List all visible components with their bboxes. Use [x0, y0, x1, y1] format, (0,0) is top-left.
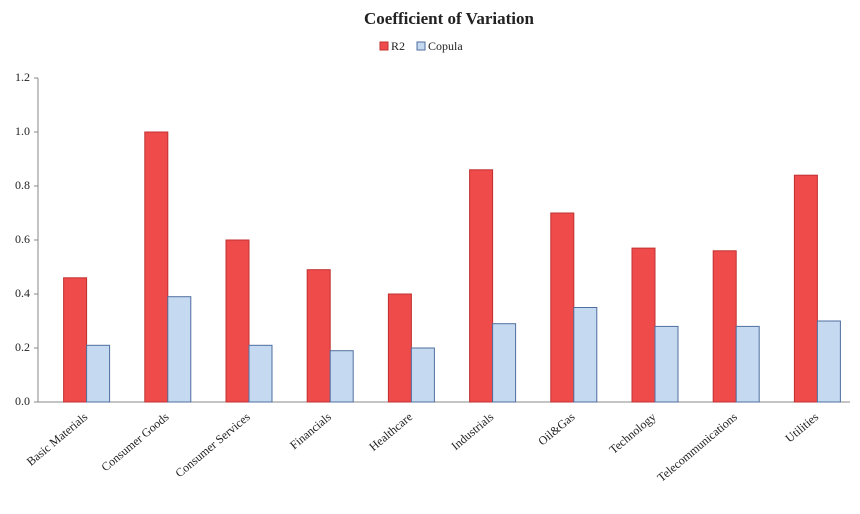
bar: [712, 250, 737, 403]
chart-title: Coefficient of Variation: [364, 9, 535, 28]
bar: [225, 239, 250, 403]
legend-label: R2: [391, 39, 405, 53]
x-tick-label: Technology: [606, 410, 658, 457]
bar: [550, 212, 575, 403]
bar: [86, 344, 111, 403]
bar: [573, 307, 598, 403]
bar: [387, 293, 412, 403]
bar: [492, 323, 517, 403]
y-tick-label: 1.0: [15, 124, 30, 138]
bar: [63, 277, 88, 403]
bar: [144, 131, 169, 403]
bar: [306, 269, 331, 403]
x-tick-label: Consumer Services: [172, 409, 252, 480]
bar: [469, 169, 494, 403]
bar: [167, 296, 192, 403]
x-tick-label: Telecommunications: [654, 409, 740, 484]
x-tick-label: Utilities: [782, 409, 821, 445]
x-tick-label: Financials: [287, 409, 334, 452]
bar: [654, 325, 679, 403]
legend-label: Copula: [428, 39, 463, 53]
bar: [248, 344, 273, 403]
y-tick-label: 0.8: [15, 178, 30, 192]
y-tick-label: 0.6: [15, 232, 30, 246]
x-tick-label: Basic Materials: [24, 409, 91, 468]
y-tick-label: 0.4: [15, 286, 30, 300]
bar: [329, 350, 354, 403]
bar: [793, 174, 818, 403]
y-tick-label: 0.0: [15, 394, 30, 408]
bar: [816, 320, 841, 403]
x-tick-label: Industrials: [448, 409, 496, 453]
bar: [631, 247, 656, 403]
x-tick-label: Healthcare: [366, 410, 415, 454]
y-tick-label: 1.2: [15, 70, 30, 84]
y-tick-label: 0.2: [15, 340, 30, 354]
legend-swatch: [379, 41, 389, 51]
legend-swatch: [416, 41, 426, 51]
x-tick-label: Consumer Goods: [98, 409, 171, 474]
x-tick-label: Oil&Gas: [535, 409, 577, 448]
bar: [410, 347, 435, 403]
bar: [735, 325, 760, 403]
